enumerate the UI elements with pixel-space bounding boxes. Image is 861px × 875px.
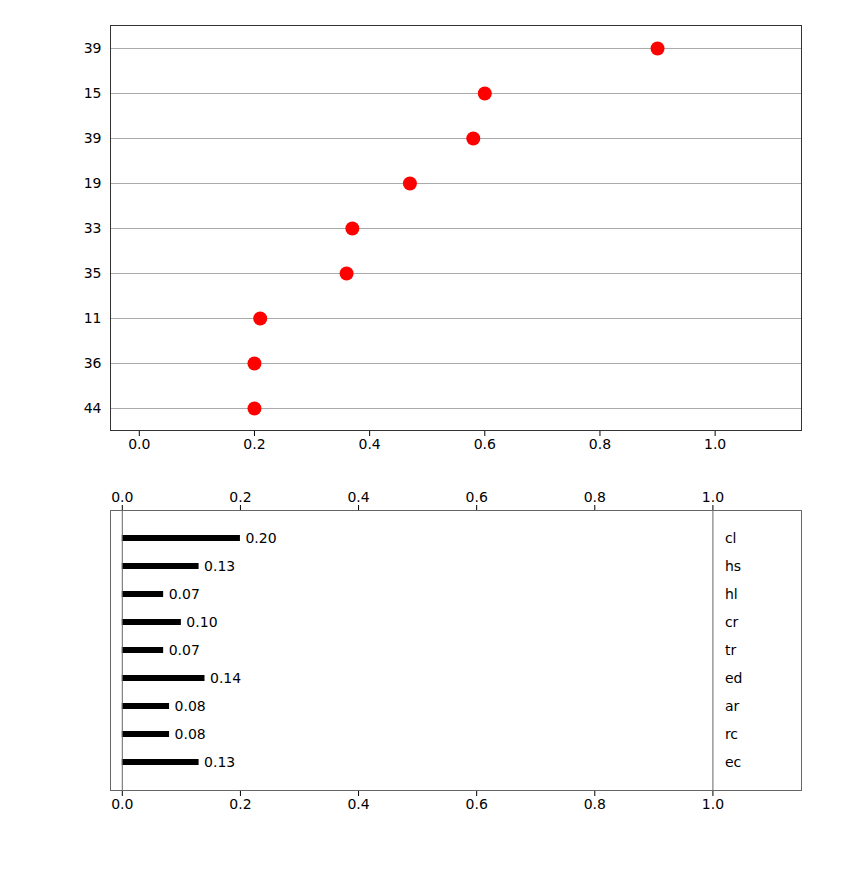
svg-text:0.2: 0.2 [243, 436, 265, 452]
svg-text:hs: hs [725, 558, 741, 574]
svg-text:1.0: 1.0 [704, 436, 726, 452]
svg-text:ec: ec [725, 754, 741, 770]
svg-text:0.8: 0.8 [589, 436, 611, 452]
svg-text:0.13: 0.13 [204, 558, 235, 574]
svg-text:1.0: 1.0 [702, 489, 724, 505]
svg-text:tr: tr [725, 642, 736, 658]
svg-text:0.0: 0.0 [128, 436, 150, 452]
svg-text:11: 11 [84, 310, 102, 326]
svg-text:0.6: 0.6 [466, 489, 488, 505]
svg-text:0.07: 0.07 [169, 586, 200, 602]
svg-text:cr: cr [725, 614, 739, 630]
svg-text:0.2: 0.2 [229, 489, 251, 505]
svg-text:hl: hl [725, 586, 738, 602]
svg-text:19: 19 [84, 175, 102, 191]
svg-text:0.14: 0.14 [210, 670, 241, 686]
svg-text:0.08: 0.08 [175, 726, 206, 742]
svg-text:0.4: 0.4 [347, 796, 369, 812]
svg-text:0.4: 0.4 [358, 436, 380, 452]
svg-text:39: 39 [84, 40, 102, 56]
svg-text:0.0: 0.0 [111, 796, 133, 812]
svg-text:ar: ar [725, 698, 740, 714]
svg-text:0.0: 0.0 [111, 489, 133, 505]
svg-text:0.08: 0.08 [175, 698, 206, 714]
svg-text:0.07: 0.07 [169, 642, 200, 658]
svg-text:0.6: 0.6 [466, 796, 488, 812]
svg-text:0.6: 0.6 [474, 436, 496, 452]
svg-text:0.10: 0.10 [186, 614, 217, 630]
svg-text:0.2: 0.2 [229, 796, 251, 812]
svg-text:33: 33 [84, 220, 102, 236]
svg-text:15: 15 [84, 85, 102, 101]
svg-text:0.13: 0.13 [204, 754, 235, 770]
svg-text:ed: ed [725, 670, 743, 686]
svg-text:0.4: 0.4 [347, 489, 369, 505]
svg-text:rc: rc [725, 726, 738, 742]
svg-text:0.8: 0.8 [584, 489, 606, 505]
svg-text:0.8: 0.8 [584, 796, 606, 812]
svg-text:cl: cl [725, 530, 737, 546]
svg-text:0.20: 0.20 [245, 530, 276, 546]
svg-text:39: 39 [84, 130, 102, 146]
svg-text:44: 44 [84, 400, 102, 416]
svg-text:1.0: 1.0 [702, 796, 724, 812]
svg-text:35: 35 [84, 265, 102, 281]
svg-text:36: 36 [84, 355, 102, 371]
